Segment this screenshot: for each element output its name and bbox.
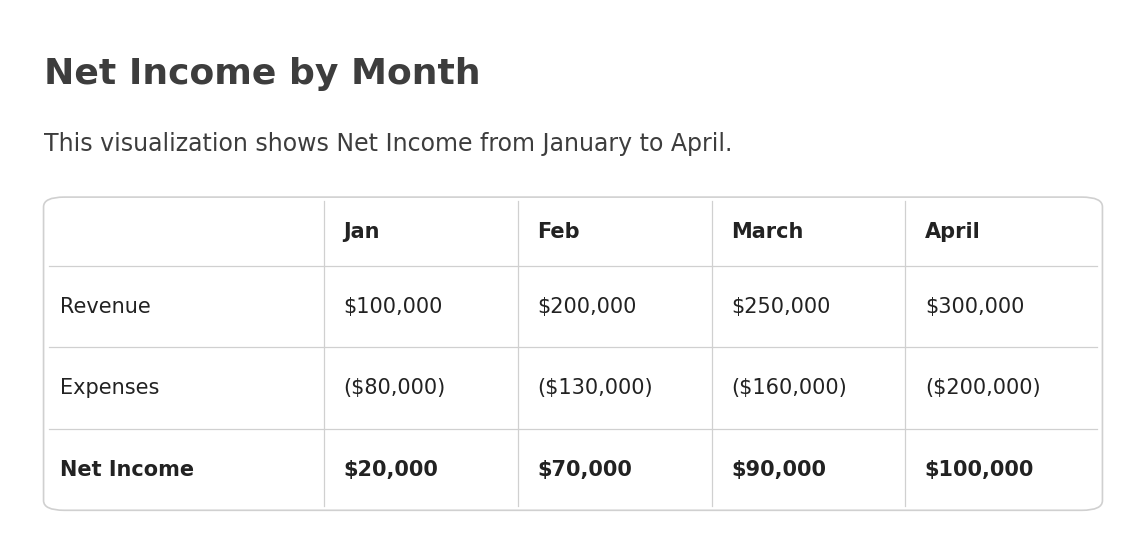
Text: $300,000: $300,000 xyxy=(925,296,1025,317)
Text: ($160,000): ($160,000) xyxy=(731,378,847,398)
Text: $20,000: $20,000 xyxy=(344,460,439,480)
Text: Revenue: Revenue xyxy=(61,296,151,317)
Text: $100,000: $100,000 xyxy=(344,296,442,317)
Text: $70,000: $70,000 xyxy=(537,460,633,480)
Text: Net Income: Net Income xyxy=(61,460,195,480)
Text: Feb: Feb xyxy=(537,221,580,241)
Text: $90,000: $90,000 xyxy=(731,460,826,480)
FancyBboxPatch shape xyxy=(44,197,1102,510)
Text: ($130,000): ($130,000) xyxy=(537,378,653,398)
Text: $100,000: $100,000 xyxy=(925,460,1034,480)
Text: ($80,000): ($80,000) xyxy=(344,378,446,398)
Text: This visualization shows Net Income from January to April.: This visualization shows Net Income from… xyxy=(44,132,732,156)
Text: $200,000: $200,000 xyxy=(537,296,637,317)
Text: Expenses: Expenses xyxy=(61,378,159,398)
Text: Net Income by Month: Net Income by Month xyxy=(44,57,480,91)
Text: $250,000: $250,000 xyxy=(731,296,831,317)
Text: ($200,000): ($200,000) xyxy=(925,378,1041,398)
Text: April: April xyxy=(925,221,981,241)
Text: March: March xyxy=(731,221,803,241)
Text: Jan: Jan xyxy=(344,221,380,241)
